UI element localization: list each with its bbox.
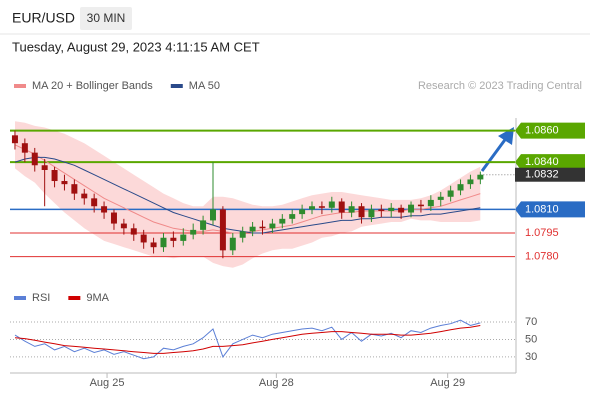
indicator-line — [14, 319, 481, 360]
x-tick-label: Aug 28 — [259, 377, 294, 389]
legend-label: 9MA — [86, 292, 109, 304]
timestamp: Tuesday, August 29, 2023 4:11:15 AM CET — [12, 39, 260, 54]
candle-body — [130, 228, 137, 235]
candle-body — [408, 204, 415, 213]
legend-swatch — [14, 84, 26, 88]
candle-body — [249, 226, 256, 232]
level-label: 1.0795 — [525, 227, 559, 239]
candle-body — [11, 135, 18, 144]
candle-body — [61, 181, 68, 185]
legend-swatch — [170, 84, 183, 88]
x-tick-label: Aug 29 — [430, 377, 465, 389]
candle-body — [41, 165, 48, 170]
y-tick-label: 70 — [525, 316, 537, 328]
candle-body — [447, 190, 454, 197]
ma-line — [14, 156, 481, 234]
candle-body — [239, 231, 246, 238]
candle-body — [388, 207, 395, 211]
level-label: 1.0810 — [525, 203, 559, 215]
interval-chip[interactable] — [80, 7, 132, 30]
candle-body — [348, 206, 355, 213]
legend-label: RSI — [32, 292, 50, 304]
legend-swatch — [68, 296, 81, 300]
level-tag — [515, 201, 585, 218]
candle-body — [328, 201, 335, 208]
legend-label: MA 20 + Bollinger Bands — [32, 80, 153, 92]
candle-body — [318, 206, 325, 208]
candle-body — [190, 229, 197, 235]
candle-body — [417, 204, 424, 207]
candle-body — [219, 209, 226, 251]
candle-body — [269, 223, 276, 229]
candle-body — [259, 226, 266, 229]
candle-body — [378, 209, 385, 211]
candle-body — [279, 218, 286, 224]
candle-body — [209, 209, 216, 221]
candle-body — [309, 206, 316, 210]
candle-body — [358, 206, 365, 218]
candle-body — [170, 237, 177, 241]
candle-body — [81, 193, 88, 199]
level-label: 1.0780 — [525, 251, 559, 263]
legend-swatch — [14, 296, 26, 300]
level-tag — [515, 154, 585, 171]
candle-body — [398, 207, 405, 213]
x-tick-label: Aug 25 — [90, 377, 125, 389]
candle-body — [368, 209, 375, 218]
candle-body — [160, 237, 167, 248]
source: Research © 2023 Trading Central — [418, 80, 582, 92]
current-price-label: 1.0832 — [525, 169, 559, 181]
candle-body — [150, 242, 157, 248]
symbol: EUR/USD — [12, 10, 75, 26]
y-tick-label: 50 — [525, 333, 537, 345]
candle-body — [91, 198, 98, 207]
candle-body — [467, 179, 474, 185]
candle-body — [101, 206, 108, 213]
candle-body — [437, 196, 444, 200]
candle-body — [289, 214, 296, 219]
current-price-tag — [515, 167, 585, 182]
candle-body — [120, 223, 127, 229]
candle-body — [299, 209, 306, 215]
candle-body — [338, 201, 345, 213]
indicator-line — [14, 325, 481, 354]
interval[interactable]: 30 MIN — [87, 11, 126, 25]
candle-body — [477, 174, 484, 180]
candle-body — [110, 212, 117, 224]
candle-body — [31, 152, 38, 166]
y-tick-label: 30 — [525, 351, 537, 363]
candle-body — [71, 184, 78, 194]
level-label: 1.0840 — [525, 156, 559, 168]
candle-body — [180, 234, 187, 241]
legend-label: MA 50 — [189, 80, 220, 92]
forecast-arrow — [480, 136, 509, 172]
candle-body — [21, 143, 28, 153]
candle-body — [229, 237, 236, 251]
candle-body — [457, 184, 464, 191]
level-label: 1.0860 — [525, 125, 559, 137]
candle-body — [140, 234, 147, 243]
level-tag — [515, 122, 585, 139]
candle-body — [200, 220, 207, 230]
candle-body — [427, 199, 434, 207]
candle-body — [51, 169, 58, 182]
